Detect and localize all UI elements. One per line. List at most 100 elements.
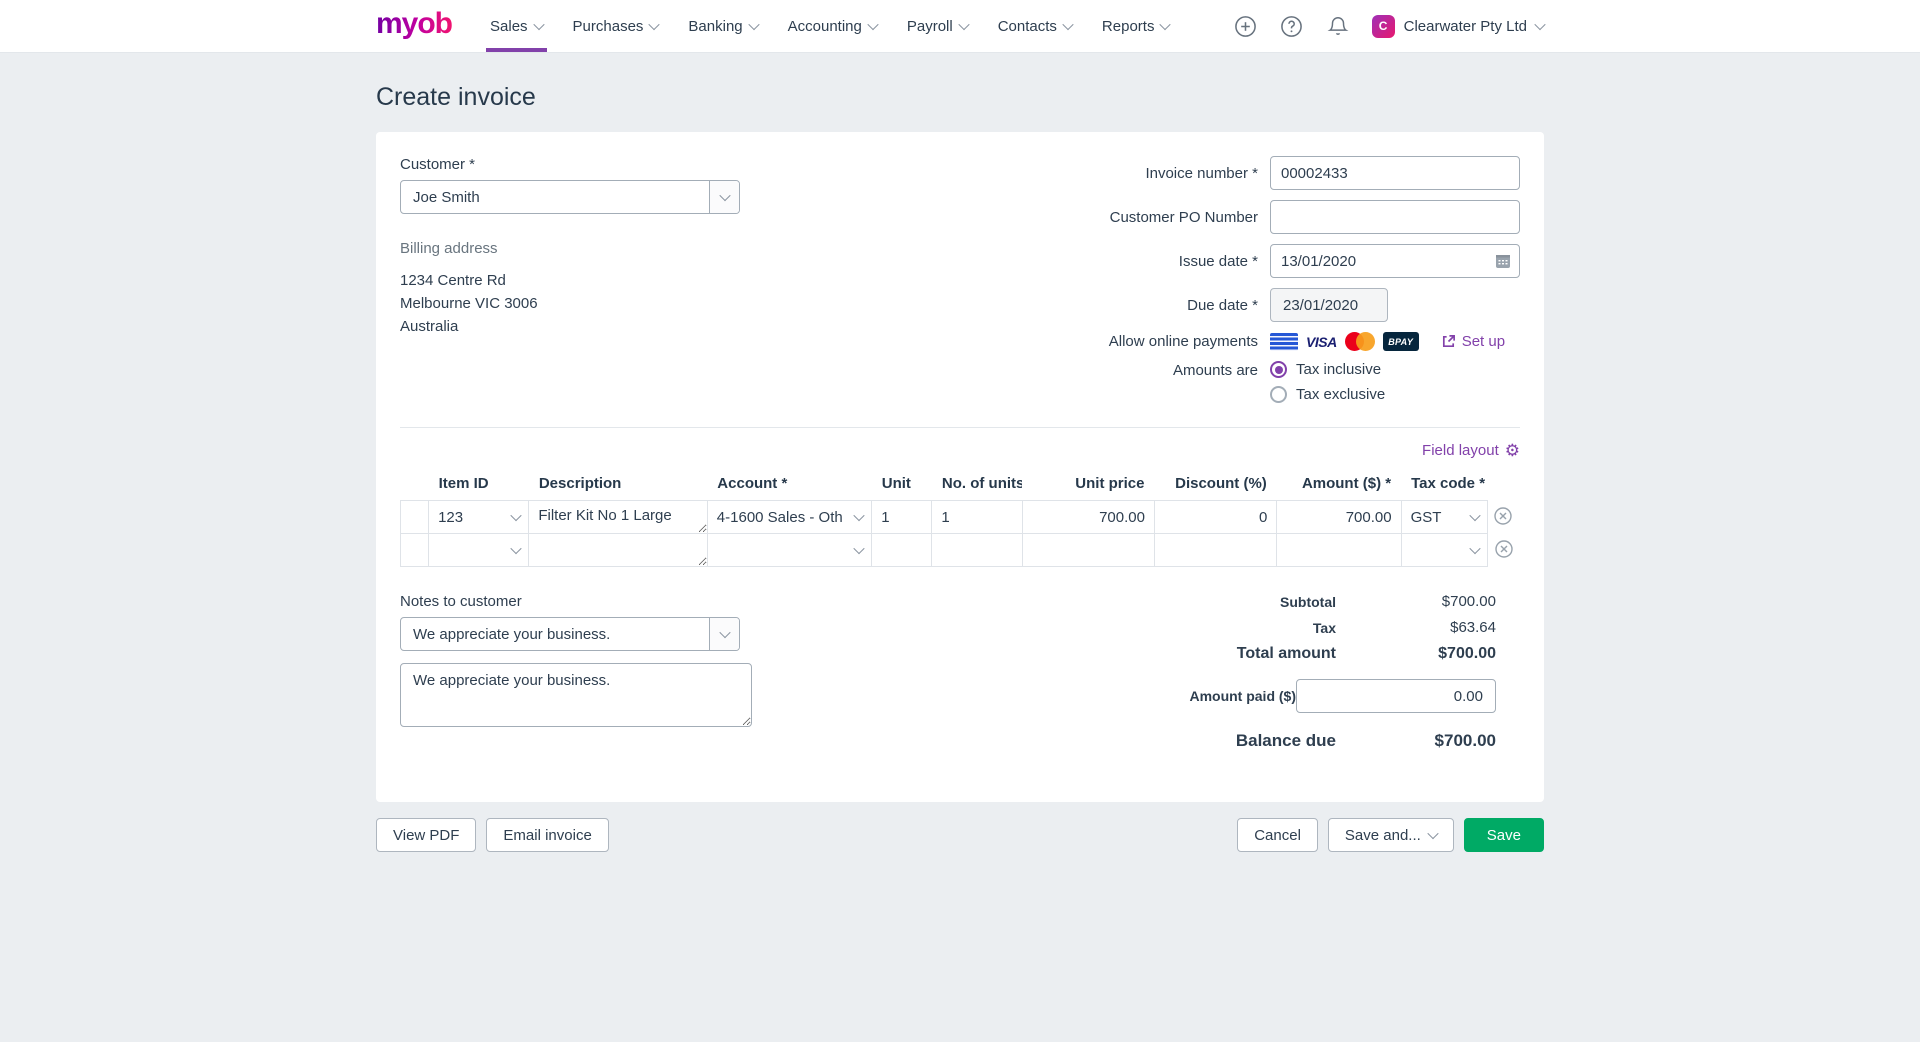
amount-paid-input[interactable] [1296, 679, 1496, 713]
account-select[interactable] [708, 534, 871, 566]
nav-item-accounting[interactable]: Accounting [788, 0, 879, 52]
nav-item-sales[interactable]: Sales [486, 0, 547, 52]
notes-textarea[interactable]: We appreciate your business. [400, 663, 752, 727]
notes-select-input[interactable] [401, 618, 709, 650]
chevron-down-icon [1469, 542, 1481, 555]
chevron-down-icon [747, 18, 760, 31]
account-select[interactable]: 4-1600 Sales - Oth [708, 501, 871, 533]
bpay-icon: BPAY [1382, 332, 1419, 351]
customer-label: Customer * [400, 156, 476, 173]
online-payments-label: Allow online payments [1108, 333, 1258, 350]
tax-exclusive-radio[interactable]: Tax exclusive [1270, 386, 1520, 403]
chevron-down-icon [958, 18, 970, 31]
remove-icon [1494, 540, 1513, 558]
bell-icon [1327, 16, 1349, 35]
issue-date-label: Issue date * [1178, 252, 1258, 270]
cancel-button[interactable]: Cancel [1237, 818, 1318, 852]
business-avatar: C [1371, 14, 1395, 38]
remove-icon [1494, 507, 1513, 525]
myob-logo[interactable]: myob [376, 9, 453, 43]
amount-input[interactable] [1277, 534, 1401, 566]
notifications-button[interactable] [1326, 14, 1350, 38]
table-header-row: Item ID Description Account * Unit No. o… [401, 469, 1520, 501]
page-title: Create invoice [376, 83, 536, 111]
customer-combobox[interactable] [400, 180, 740, 214]
unit-input[interactable] [872, 534, 932, 566]
totals-panel: Subtotal $700.00 Tax $63.64 Total amount… [1040, 593, 1520, 760]
chevron-down-icon [718, 626, 731, 639]
description-textarea[interactable]: Filter Kit No 1 Large [529, 501, 707, 533]
chevron-down-icon [1534, 18, 1546, 31]
tax-value: $63.64 [1450, 619, 1496, 636]
tax-code-select[interactable] [1402, 534, 1487, 566]
external-link-icon [1442, 335, 1455, 348]
due-date-label: Due date * [1187, 296, 1258, 314]
save-and-button[interactable]: Save and... [1327, 818, 1454, 852]
chevron-down-icon [1469, 509, 1481, 522]
units-input[interactable] [932, 534, 1022, 566]
discount-input[interactable] [1154, 534, 1277, 566]
notes-combobox[interactable] [400, 617, 740, 651]
customer-dropdown-button[interactable] [709, 181, 739, 213]
item-id-select[interactable] [429, 534, 528, 566]
nav-item-contacts[interactable]: Contacts [998, 0, 1074, 52]
view-pdf-button[interactable]: View PDF [376, 818, 477, 852]
invoice-number-label: Invoice number * [1145, 164, 1258, 182]
tax-label: Tax [1312, 619, 1336, 636]
customer-po-input[interactable] [1270, 200, 1520, 234]
save-button[interactable]: Save [1463, 818, 1544, 852]
subtotal-label: Subtotal [1280, 593, 1336, 610]
invoice-number-input[interactable] [1270, 156, 1520, 190]
customer-input[interactable] [401, 181, 709, 213]
discount-input[interactable] [1154, 501, 1277, 533]
unit-price-input[interactable] [1022, 501, 1154, 533]
remove-line-button[interactable] [1491, 504, 1515, 528]
billing-address-line: 1234 Centre Rd [400, 272, 506, 289]
header-tax-code: Tax code * [1411, 475, 1486, 492]
remove-line-button[interactable] [1492, 537, 1516, 561]
nav-item-reports[interactable]: Reports [1102, 0, 1172, 52]
unit-input[interactable] [872, 501, 932, 533]
due-date-field[interactable]: 23/01/2020 [1270, 288, 1388, 322]
notes-dropdown-button[interactable] [709, 618, 739, 650]
calendar-icon[interactable] [1495, 253, 1511, 269]
invoice-lines-table: Item ID Description Account * Unit No. o… [399, 469, 1520, 567]
description-textarea[interactable] [529, 534, 707, 566]
radio-selected-icon [1270, 361, 1287, 378]
balance-due-value: $700.00 [1434, 731, 1496, 750]
drag-handle-cell[interactable] [399, 500, 430, 534]
total-amount-value: $700.00 [1438, 645, 1496, 662]
notes-label: Notes to customer [400, 593, 522, 610]
business-menu[interactable]: C Clearwater Pty Ltd [1371, 14, 1546, 38]
help-button[interactable] [1280, 14, 1304, 38]
setup-online-payments-link[interactable]: Set up [1441, 333, 1505, 350]
chevron-down-icon [648, 18, 661, 31]
tax-inclusive-radio[interactable]: Tax inclusive [1270, 361, 1520, 378]
field-layout-link[interactable]: Field layout ⚙ [1422, 441, 1520, 460]
chevron-down-icon [853, 542, 865, 555]
section-divider [400, 427, 1520, 428]
header-account: Account * [717, 475, 788, 492]
table-row [399, 533, 1520, 567]
item-id-select[interactable]: 123 [429, 501, 528, 533]
drag-handle-cell[interactable] [399, 533, 430, 567]
help-icon [1281, 15, 1302, 37]
create-new-button[interactable] [1234, 14, 1258, 38]
nav-item-purchases[interactable]: Purchases [573, 0, 661, 52]
header-item-id: Item ID [438, 475, 489, 492]
billing-address: 1234 Centre Rd Melbourne VIC 3006 Austra… [400, 269, 820, 338]
nav-item-banking[interactable]: Banking [688, 0, 760, 52]
tax-code-select[interactable]: GST [1402, 501, 1487, 533]
chevron-down-icon [532, 18, 545, 31]
billing-address-label: Billing address [400, 240, 498, 257]
nav-item-payroll[interactable]: Payroll [907, 0, 970, 52]
chevron-down-icon [1427, 827, 1439, 840]
issue-date-input[interactable] [1270, 244, 1520, 278]
chevron-down-icon [853, 509, 865, 522]
visa-icon: VISA [1306, 333, 1337, 350]
amount-input[interactable] [1277, 501, 1401, 533]
units-input[interactable] [932, 501, 1022, 533]
email-invoice-button[interactable]: Email invoice [486, 818, 609, 852]
unit-price-input[interactable] [1022, 534, 1154, 566]
gear-icon: ⚙ [1504, 441, 1520, 460]
